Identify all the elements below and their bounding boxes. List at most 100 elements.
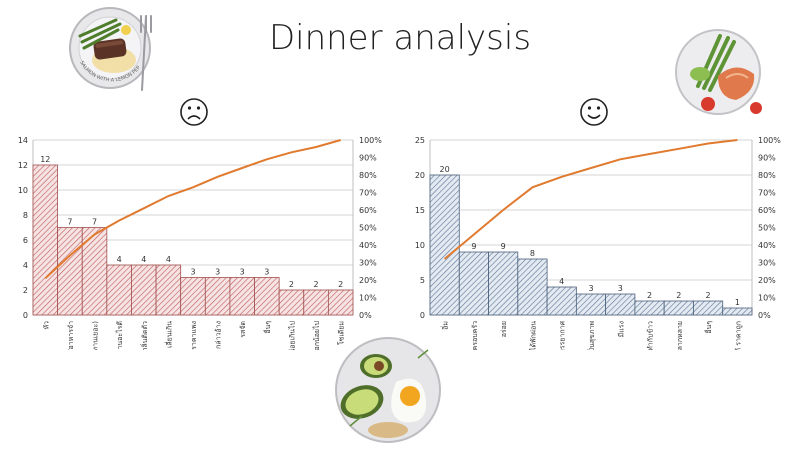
category-label: อร่อย <box>500 321 508 337</box>
category-label: กล่าวอ้าง <box>215 321 223 349</box>
category-label: รสจัด <box>239 321 247 338</box>
y2-tick-label: 20% <box>758 276 776 285</box>
steak-dish-photo <box>675 29 762 115</box>
category-label: ราคาแพง <box>190 321 198 350</box>
bar <box>229 277 255 316</box>
y-tick-label: 14 <box>18 136 28 145</box>
y-tick-label: 5 <box>420 276 425 285</box>
slide-title: Dinner analysis <box>268 18 532 58</box>
bar <box>327 289 354 316</box>
y2-tick-label: 50% <box>758 224 776 233</box>
y-tick-label: 15 <box>415 206 425 215</box>
bar <box>546 286 577 316</box>
bar <box>131 264 157 316</box>
bar-value-label: 3 <box>215 268 220 277</box>
y2-tick-label: 90% <box>758 154 776 163</box>
bar <box>488 251 519 316</box>
y2-tick-label: 40% <box>359 241 377 250</box>
bar-value-label: 12 <box>40 155 50 164</box>
bar-value-label: 4 <box>141 255 146 264</box>
y2-tick-label: 0% <box>359 311 372 320</box>
y-tick-label: 10 <box>415 241 425 250</box>
y2-tick-label: 60% <box>758 206 776 215</box>
bar-value-label: 3 <box>588 284 593 293</box>
category-label: ไม่รู้จะทานอะไรดี <box>115 321 124 350</box>
salmon-dish-photo: SALMON WITH A LEMON PEPPER <box>66 2 152 91</box>
category-label: ตัวเลือกน้อยไป <box>312 320 321 350</box>
sad-face-icon <box>180 98 208 126</box>
y-tick-label: 4 <box>23 261 28 270</box>
category-label: อิ่ม <box>441 321 450 330</box>
bar-value-label: 20 <box>440 165 450 174</box>
bar <box>605 293 636 316</box>
y2-tick-label: 70% <box>359 189 377 198</box>
bar-value-label: 8 <box>530 249 535 258</box>
bar-value-label: 2 <box>289 280 294 289</box>
y2-tick-label: 100% <box>758 136 781 145</box>
cumulative-percent-line <box>44 139 341 280</box>
bar-value-label: 2 <box>676 291 681 300</box>
bar <box>32 164 59 316</box>
y2-tick-label: 30% <box>359 259 377 268</box>
bar-value-label: 2 <box>314 280 319 289</box>
category-label: อ้วน (ทานเยอะ) <box>92 321 100 350</box>
bar-value-label: 2 <box>706 291 711 300</box>
bar-value-label: 7 <box>67 218 72 227</box>
bar <box>517 258 548 316</box>
category-label: เปลี่ยนบรรยากาศ <box>558 320 567 350</box>
bar-value-label: 9 <box>471 242 476 251</box>
bar-value-label: 4 <box>166 255 171 264</box>
bar-value-label: 3 <box>618 284 623 293</box>
category-label: ใช้เวลาทานพร้อม/ครอบครัว <box>470 321 479 350</box>
y2-tick-label: 50% <box>359 224 377 233</box>
bar-value-label: 7 <box>92 218 97 227</box>
bar <box>458 251 489 316</box>
y2-tick-label: 10% <box>758 294 776 303</box>
y2-tick-label: 90% <box>359 154 377 163</box>
bar <box>663 300 694 316</box>
bar-value-label: 2 <box>338 280 343 289</box>
bar <box>254 277 280 316</box>
category-label: กลิ่นติดตัว <box>140 321 149 350</box>
bar-value-label: 3 <box>240 268 245 277</box>
y-tick-label: 6 <box>23 236 28 245</box>
bar <box>204 277 231 316</box>
y2-tick-label: 80% <box>758 171 776 180</box>
bar <box>303 289 329 316</box>
y-tick-label: 10 <box>18 186 28 195</box>
y-tick-label: 12 <box>18 161 28 170</box>
y-tick-label: 0 <box>23 311 28 320</box>
bar-value-label: 2 <box>647 291 652 300</box>
y2-tick-label: 0% <box>758 311 771 320</box>
bar-value-label: 3 <box>264 268 269 277</box>
category-label: มีแรง <box>617 321 625 337</box>
y2-tick-label: 30% <box>758 259 776 268</box>
bar-value-label: 9 <box>501 242 506 251</box>
category-label: ไม่เสียเวลาทำกับข้าว <box>646 321 655 350</box>
bar-value-label: 4 <box>117 255 122 264</box>
bar-value-label: 1 <box>735 298 740 307</box>
category-label: ได้พักผ่อน <box>528 321 537 350</box>
bar <box>278 289 305 316</box>
y2-tick-label: 60% <box>359 206 377 215</box>
y2-tick-label: 10% <box>359 294 377 303</box>
bar <box>693 300 724 316</box>
positive-pareto-chart: 0 5 10 15 20 25 0% 10% 20% 30% 40% 50% 60% 70% 80% 90% 1… <box>415 136 781 350</box>
category-label: ไม่อร่อย/อาหารจำ <box>66 321 75 350</box>
avocado-egg-photo <box>335 337 441 443</box>
y-tick-label: 25 <box>415 136 425 145</box>
happy-face-icon <box>580 98 608 126</box>
y2-tick-label: 100% <box>359 136 382 145</box>
category-label: เป็นสุขภาพ <box>587 321 596 350</box>
negative-pareto-chart: 0 2 4 6 8 10 12 14 0% 10% 20% 30% 40% 50% 60% 70% 80% 90%… <box>18 136 382 350</box>
category-label: เลี่ยนเกิน <box>164 321 173 348</box>
bar <box>155 264 182 316</box>
y2-tick-label: 80% <box>359 171 377 180</box>
bar-value-label: 3 <box>190 268 195 277</box>
bar <box>180 277 206 316</box>
y2-tick-label: 70% <box>758 189 776 198</box>
y2-tick-label: 20% <box>359 276 377 285</box>
y-tick-label: 0 <box>420 311 425 320</box>
category-label: ได้อาหารดี ราคาถูก <box>733 321 742 350</box>
bar <box>575 293 607 316</box>
